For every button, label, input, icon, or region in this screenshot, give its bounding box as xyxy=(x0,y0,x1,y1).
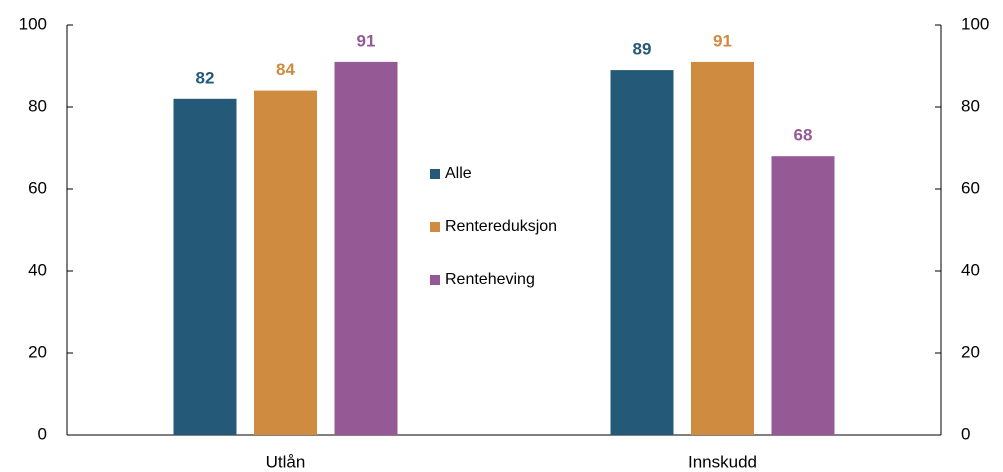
y2-tick-label: 100 xyxy=(961,14,989,33)
data-label: 68 xyxy=(794,126,813,145)
bar xyxy=(334,61,398,436)
bar xyxy=(771,156,835,435)
data-label: 91 xyxy=(357,31,376,50)
y-tick-label: 100 xyxy=(19,14,47,33)
bar xyxy=(691,61,754,436)
y2-tick-label: 80 xyxy=(961,96,980,115)
data-label: 89 xyxy=(633,40,652,59)
bar xyxy=(173,98,237,436)
y-tick-label: 20 xyxy=(28,342,47,361)
legend-swatch xyxy=(430,222,440,232)
bar xyxy=(610,70,674,435)
y-tick-label: 80 xyxy=(28,96,47,115)
legend-label: Renteheving xyxy=(445,271,535,288)
y-tick-label: 0 xyxy=(38,424,47,443)
data-label: 91 xyxy=(713,31,732,50)
legend-label: Alle xyxy=(445,165,472,182)
data-label: 82 xyxy=(196,68,215,87)
y2-tick-label: 40 xyxy=(961,260,980,279)
data-label: 84 xyxy=(276,60,295,79)
y-tick-label: 40 xyxy=(28,260,47,279)
y2-tick-label: 60 xyxy=(961,178,980,197)
legend-swatch xyxy=(430,275,440,285)
y2-tick-label: 0 xyxy=(961,424,970,443)
y-tick-label: 60 xyxy=(28,178,47,197)
x-tick-label: Innskudd xyxy=(688,452,757,471)
legend-label: Rentereduksjon xyxy=(445,218,557,235)
y2-tick-label: 20 xyxy=(961,342,980,361)
bar xyxy=(254,90,317,435)
legend-swatch xyxy=(430,169,440,179)
x-tick-label: Utlån xyxy=(266,452,306,471)
